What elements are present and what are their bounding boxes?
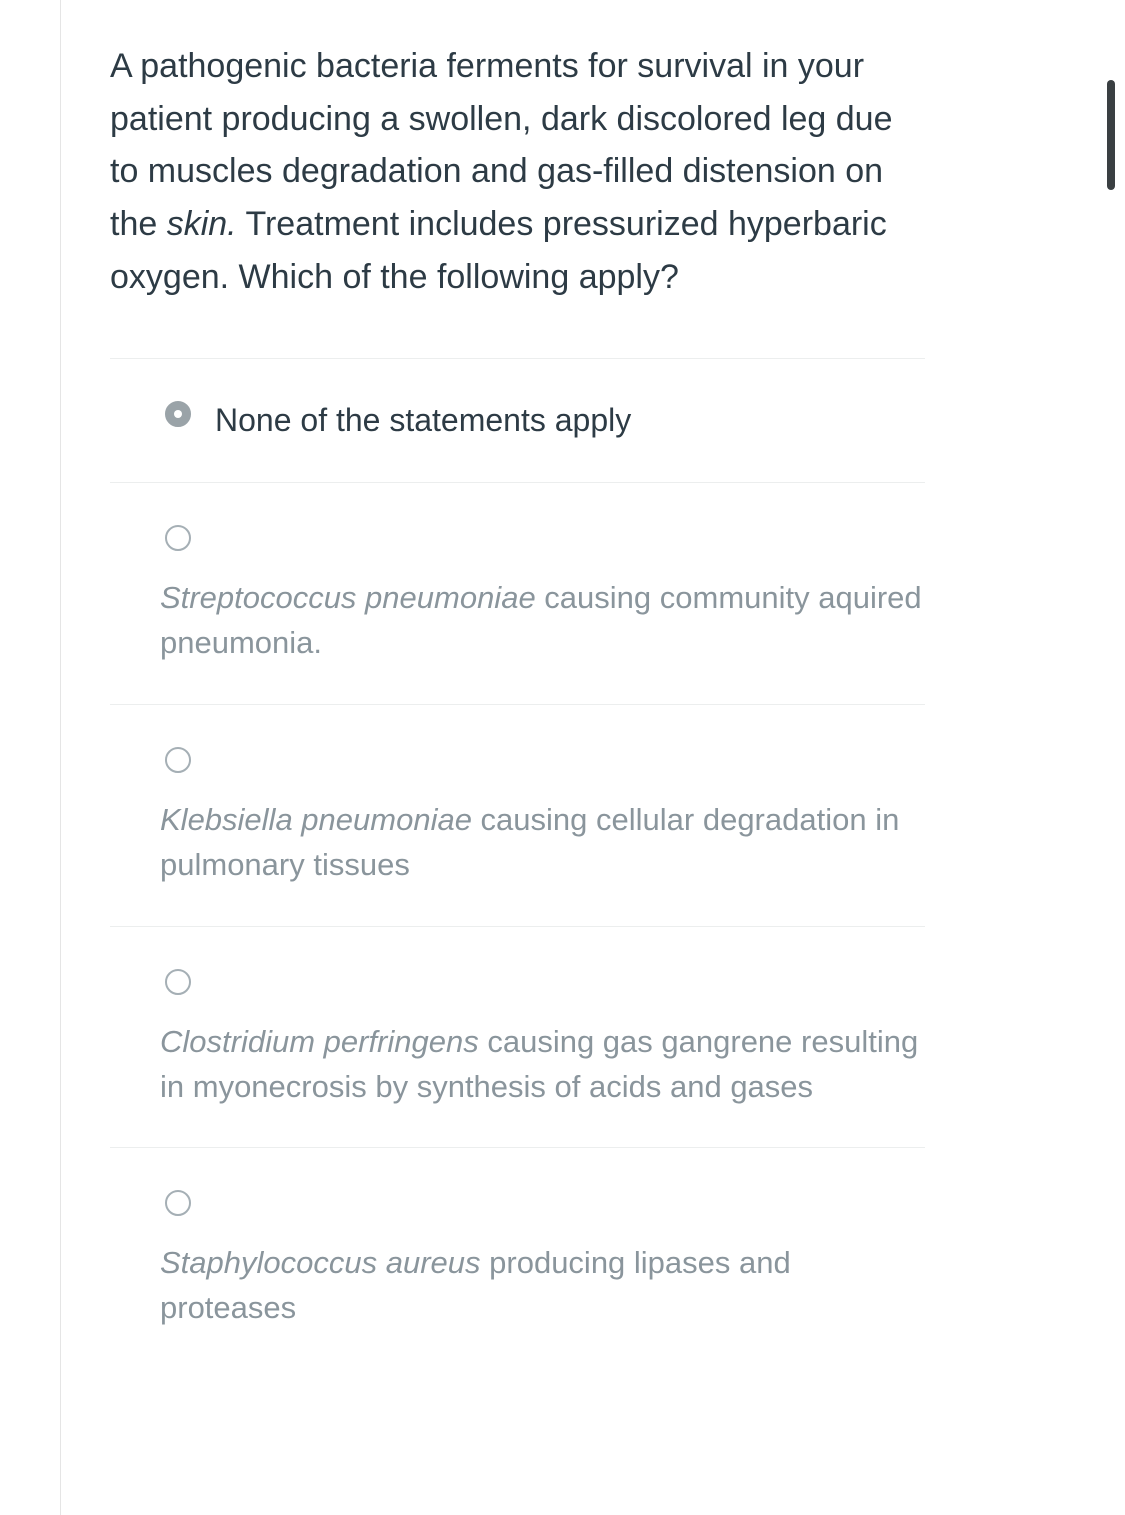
option-label: Clostridium perfringens causing gas gang… — [160, 1020, 925, 1110]
question-text: A pathogenic bacteria ferments for survi… — [110, 40, 925, 303]
option-none[interactable]: None of the statements apply — [110, 358, 925, 481]
option-clostr[interactable]: Clostridium perfringens causing gas gang… — [110, 926, 925, 1148]
option-species: Streptococcus pneumoniae — [160, 580, 536, 615]
option-staph[interactable]: Staphylococcus aureus producing lipases … — [110, 1147, 925, 1369]
option-label: Klebsiella pneumoniae causing cellular d… — [160, 798, 925, 888]
option-species: Staphylococcus aureus — [160, 1245, 481, 1280]
quiz-question-panel: A pathogenic bacteria ferments for survi… — [0, 0, 1125, 1515]
radio-icon[interactable] — [165, 1190, 191, 1216]
option-label: Streptococcus pneumoniae causing communi… — [160, 576, 925, 666]
scrollbar-thumb[interactable] — [1107, 80, 1115, 190]
option-species: Klebsiella pneumoniae — [160, 802, 472, 837]
option-label: Staphylococcus aureus producing lipases … — [160, 1241, 925, 1331]
radio-icon[interactable] — [165, 747, 191, 773]
radio-icon[interactable] — [165, 969, 191, 995]
radio-icon[interactable] — [165, 525, 191, 551]
scrollbar-track[interactable] — [1103, 0, 1115, 1515]
radio-icon[interactable] — [165, 401, 191, 427]
options-list: None of the statements apply Streptococc… — [110, 358, 925, 1369]
option-label: None of the statements apply — [215, 402, 631, 438]
question-content: A pathogenic bacteria ferments for survi… — [110, 40, 925, 1369]
question-text-italic: skin. — [167, 205, 237, 243]
option-strep[interactable]: Streptococcus pneumoniae causing communi… — [110, 482, 925, 704]
option-kleb[interactable]: Klebsiella pneumoniae causing cellular d… — [110, 704, 925, 926]
left-divider — [60, 0, 61, 1515]
option-species: Clostridium perfringens — [160, 1024, 479, 1059]
